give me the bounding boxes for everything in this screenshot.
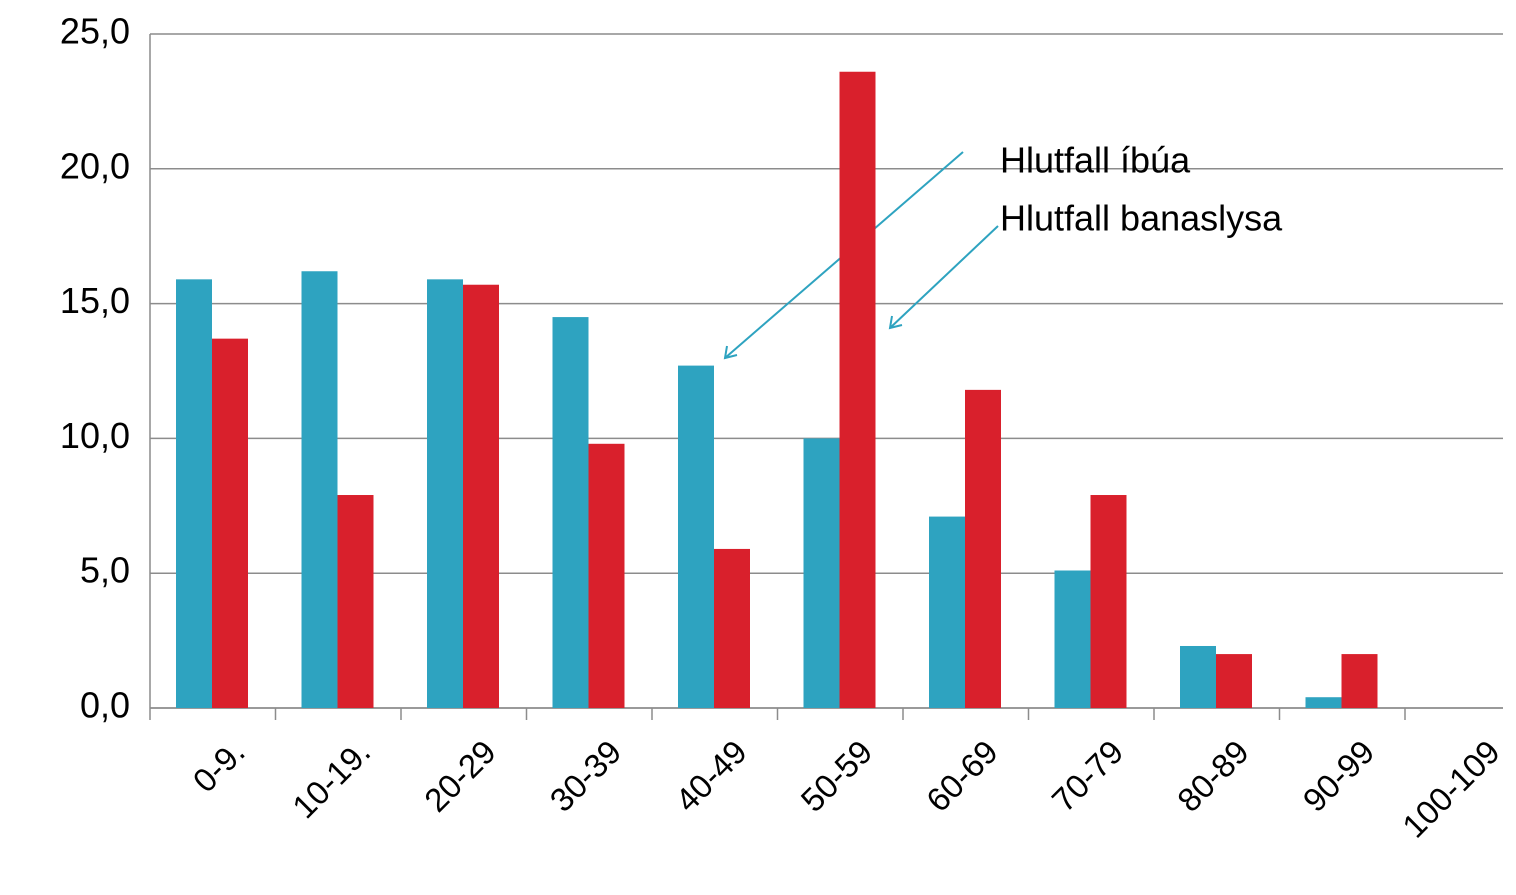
y-tick-label: 5,0 (80, 550, 130, 591)
y-tick-label: 20,0 (60, 145, 130, 186)
arrow-head (888, 315, 903, 330)
y-tick-label: 15,0 (60, 280, 130, 321)
bar (1180, 645, 1216, 708)
bar (301, 271, 338, 708)
x-tick-label: 10-19. (285, 733, 377, 825)
bar (1341, 654, 1378, 708)
x-tick-label: 70-79 (1045, 733, 1131, 819)
y-tick-label: 10,0 (60, 415, 130, 456)
bar (1305, 697, 1342, 708)
bar (714, 548, 750, 708)
x-tick-label: 60-69 (919, 733, 1005, 819)
bar (427, 279, 463, 708)
x-tick-label: 80-89 (1170, 733, 1256, 819)
annotation-arrow (889, 225, 999, 329)
bar (1216, 654, 1252, 708)
x-tick-label: 30-39 (543, 733, 629, 819)
y-tick-label: 25,0 (60, 11, 130, 52)
x-tick-label: 50-59 (794, 733, 880, 819)
bar (839, 71, 876, 708)
bar (803, 438, 840, 708)
bar (552, 317, 589, 708)
bar (1090, 495, 1127, 708)
bar (1054, 570, 1091, 708)
bar (463, 284, 499, 708)
legend-label: Hlutfall banaslysa (1000, 198, 1283, 239)
bar (678, 365, 714, 708)
x-tick-label: 20-29 (417, 733, 503, 819)
x-tick-label: 100-109 (1395, 733, 1507, 845)
x-tick-label: 40-49 (668, 733, 754, 819)
x-tick-label: 0-9. (185, 733, 251, 799)
bar (965, 389, 1001, 708)
bar (929, 516, 965, 708)
bar (212, 338, 248, 708)
bar (176, 279, 212, 708)
x-tick-label: 90-99 (1296, 733, 1382, 819)
bar (588, 443, 625, 708)
bar (337, 495, 374, 708)
y-tick-label: 0,0 (80, 685, 130, 726)
legend-label: Hlutfall íbúa (1000, 140, 1191, 181)
arrow-head (723, 345, 738, 360)
